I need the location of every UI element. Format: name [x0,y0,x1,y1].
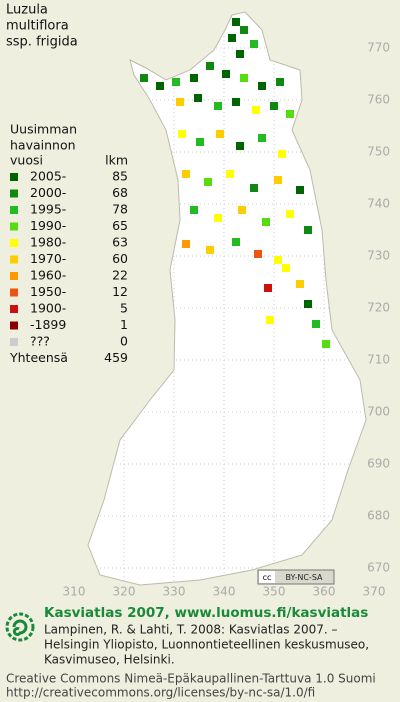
legend-swatch [10,272,18,280]
legend-label: 1980- [30,235,66,250]
easting-label: 340 [213,585,236,599]
occurrence-squares [140,18,330,348]
legend-col: vuosi [10,153,43,168]
legend-swatch [10,206,18,214]
legend-label: 1990- [30,218,66,233]
title-line: multiflora [6,19,69,34]
badge-text: BY-NC-SA [285,573,323,582]
northing-label: 770 [367,41,390,55]
legend-swatch [10,288,18,297]
legend-swatch [10,321,18,330]
license: Creative Commons Nimeä-Epäkaupallinen-Ta… [6,672,376,686]
legend-label: 1950- [30,284,66,299]
legend-label: 1995- [30,202,66,217]
citation: Lampinen, R. & Lahti, T. 2008: Kasviatla… [44,623,338,637]
legend: Luzula multiflora ssp. frigida Uusimman … [6,3,128,366]
legend-heading: havainnon [10,138,76,153]
finland-outline [87,11,367,586]
northing-label: 750 [367,145,390,159]
legend-count: 5 [120,301,128,316]
title-line: ssp. frigida [6,35,78,50]
legend-swatch [10,239,18,247]
legend-count: 12 [112,284,128,299]
northing-label: 670 [367,561,390,575]
citation: Kasvimuseo, Helsinki. [44,653,175,667]
legend-count: 68 [112,185,128,200]
total-count: 459 [104,350,128,365]
total-label: Yhteensä [9,350,68,365]
license: http://creativecommons.org/licenses/by-n… [6,686,315,700]
legend-label: -1899 [30,317,66,332]
credits-heading: Kasviatlas 2007, www.luomus.fi/kasviatla… [44,605,368,621]
legend-count: 65 [112,218,128,233]
legend-label: 2005- [30,169,66,184]
northing-label: 690 [367,457,390,471]
svg-text:cc: cc [263,573,272,582]
cc-badge: cc BY-NC-SA [257,569,335,585]
easting-label: 320 [113,585,136,599]
legend-label: 1900- [30,301,66,316]
legend-count: 85 [112,169,128,184]
northing-label: 720 [367,301,390,315]
northing-label: 710 [367,353,390,367]
legend-label: ??? [30,334,50,349]
northing-label: 680 [367,509,390,523]
legend-swatch [10,173,18,181]
legend-label: 1960- [30,268,66,283]
legend-swatch [10,189,18,198]
easting-label: 310 [63,585,86,599]
easting-label: 360 [313,585,336,599]
legend-count: 63 [112,235,128,250]
legend-swatch [10,338,18,346]
legend-count: 78 [112,202,128,217]
northing-label: 740 [367,197,390,211]
citation: Helsingin Yliopisto, Luonnontieteellinen… [44,638,369,652]
easting-label: 330 [163,585,186,599]
legend-count: 1 [120,317,128,332]
legend-label: 2000- [30,185,66,200]
legend-swatch [10,255,18,264]
legend-swatch [10,222,18,231]
legend-swatch [10,305,18,313]
legend-count: 60 [112,251,128,266]
northing-label: 760 [367,93,390,107]
legend-label: 1970- [30,251,66,266]
legend-count: 0 [120,334,128,349]
legend-col: lkm [105,153,128,168]
northing-label: 700 [367,405,390,419]
legend-count: 22 [112,268,128,283]
northing-label: 730 [367,249,390,263]
title-line: Luzula [6,3,48,18]
easting-label: 350 [263,585,286,599]
logo [5,612,35,642]
legend-heading: Uusimman [10,122,77,137]
easting-label: 370 [363,585,386,599]
